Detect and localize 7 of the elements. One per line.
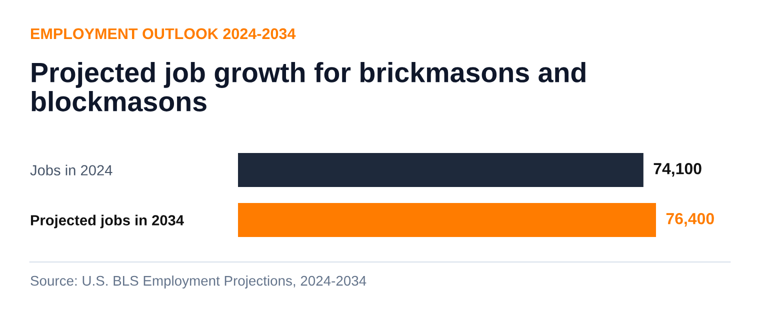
y-tick-label: Jobs in 2024: [30, 164, 112, 176]
source-note: Source: U.S. BLS Employment Projections, 2024-2034: [30, 276, 366, 288]
chart-subtitle: EMPLOYMENT OUTLOOK 2024-2034: [31, 28, 296, 40]
data-label: 76,400: [666, 212, 714, 227]
data-label: 74,100: [654, 162, 702, 177]
y-tick-label: Projected jobs in 2034: [30, 214, 184, 228]
chart-title: Projected job growth for brickmasons and blockmasons: [32, 62, 586, 112]
